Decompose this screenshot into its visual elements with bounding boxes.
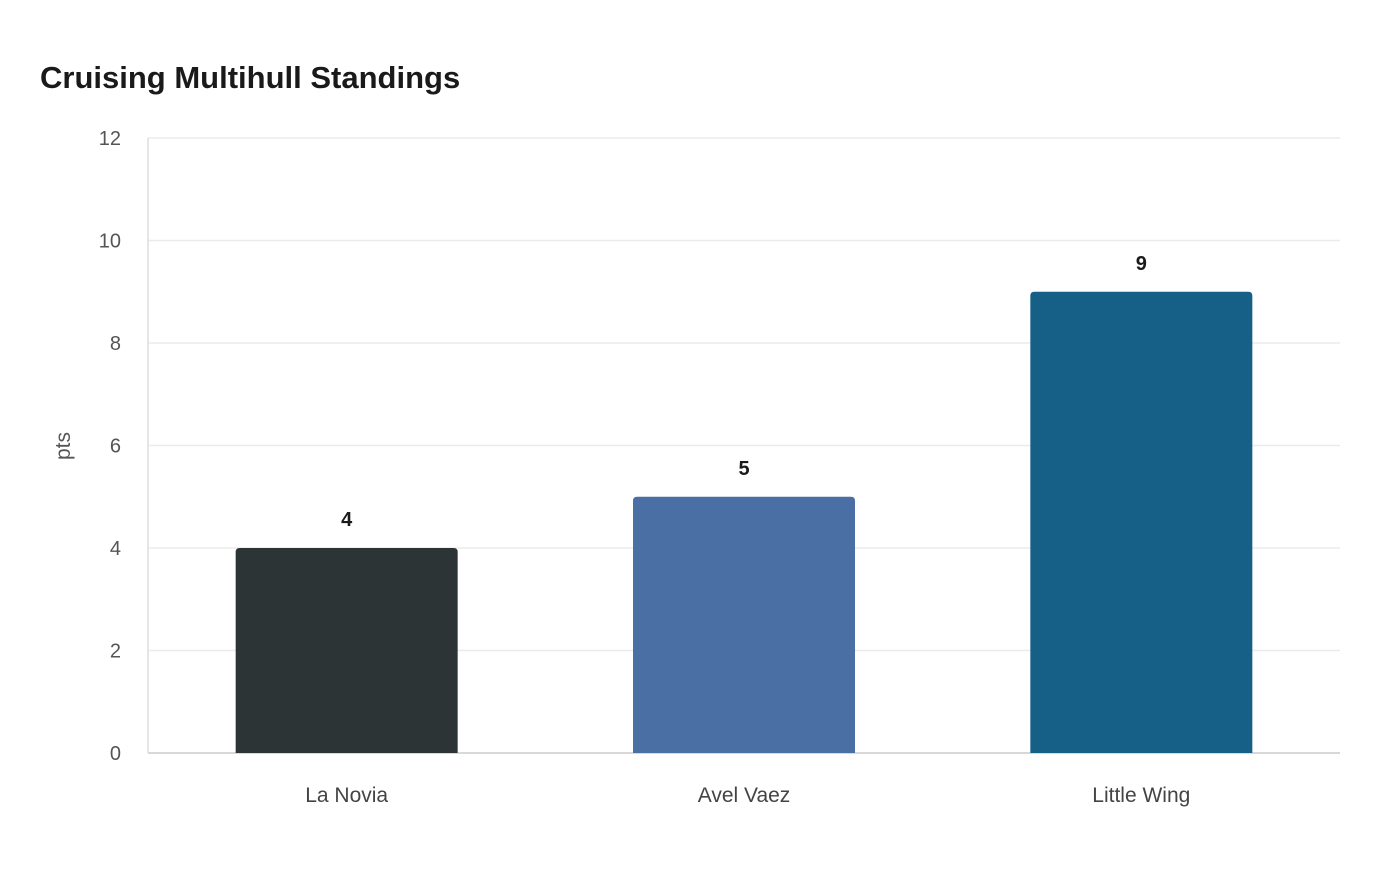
- y-tick-label: 6: [110, 436, 121, 458]
- y-tick-label: 4: [110, 538, 121, 560]
- y-tick-label: 10: [99, 231, 121, 253]
- bar-avel-vaez: [633, 496, 855, 753]
- bar-little-wing: [1030, 291, 1253, 753]
- data-label: 9: [1136, 253, 1147, 275]
- data-label: 5: [738, 458, 749, 480]
- x-tick-label: Little Wing: [1092, 784, 1190, 807]
- x-tick-label: Avel Vaez: [698, 784, 791, 807]
- chart-title: Cruising Multihull Standings: [40, 60, 461, 95]
- y-axis-label: pts: [52, 432, 75, 460]
- bar-la-novia: [235, 548, 458, 753]
- y-tick-label: 0: [110, 743, 121, 765]
- y-tick-label: 2: [110, 641, 121, 663]
- y-tick-label: 12: [99, 128, 121, 150]
- y-tick-label: 8: [110, 333, 121, 355]
- data-label: 4: [341, 509, 353, 531]
- x-tick-label: La Novia: [305, 784, 388, 807]
